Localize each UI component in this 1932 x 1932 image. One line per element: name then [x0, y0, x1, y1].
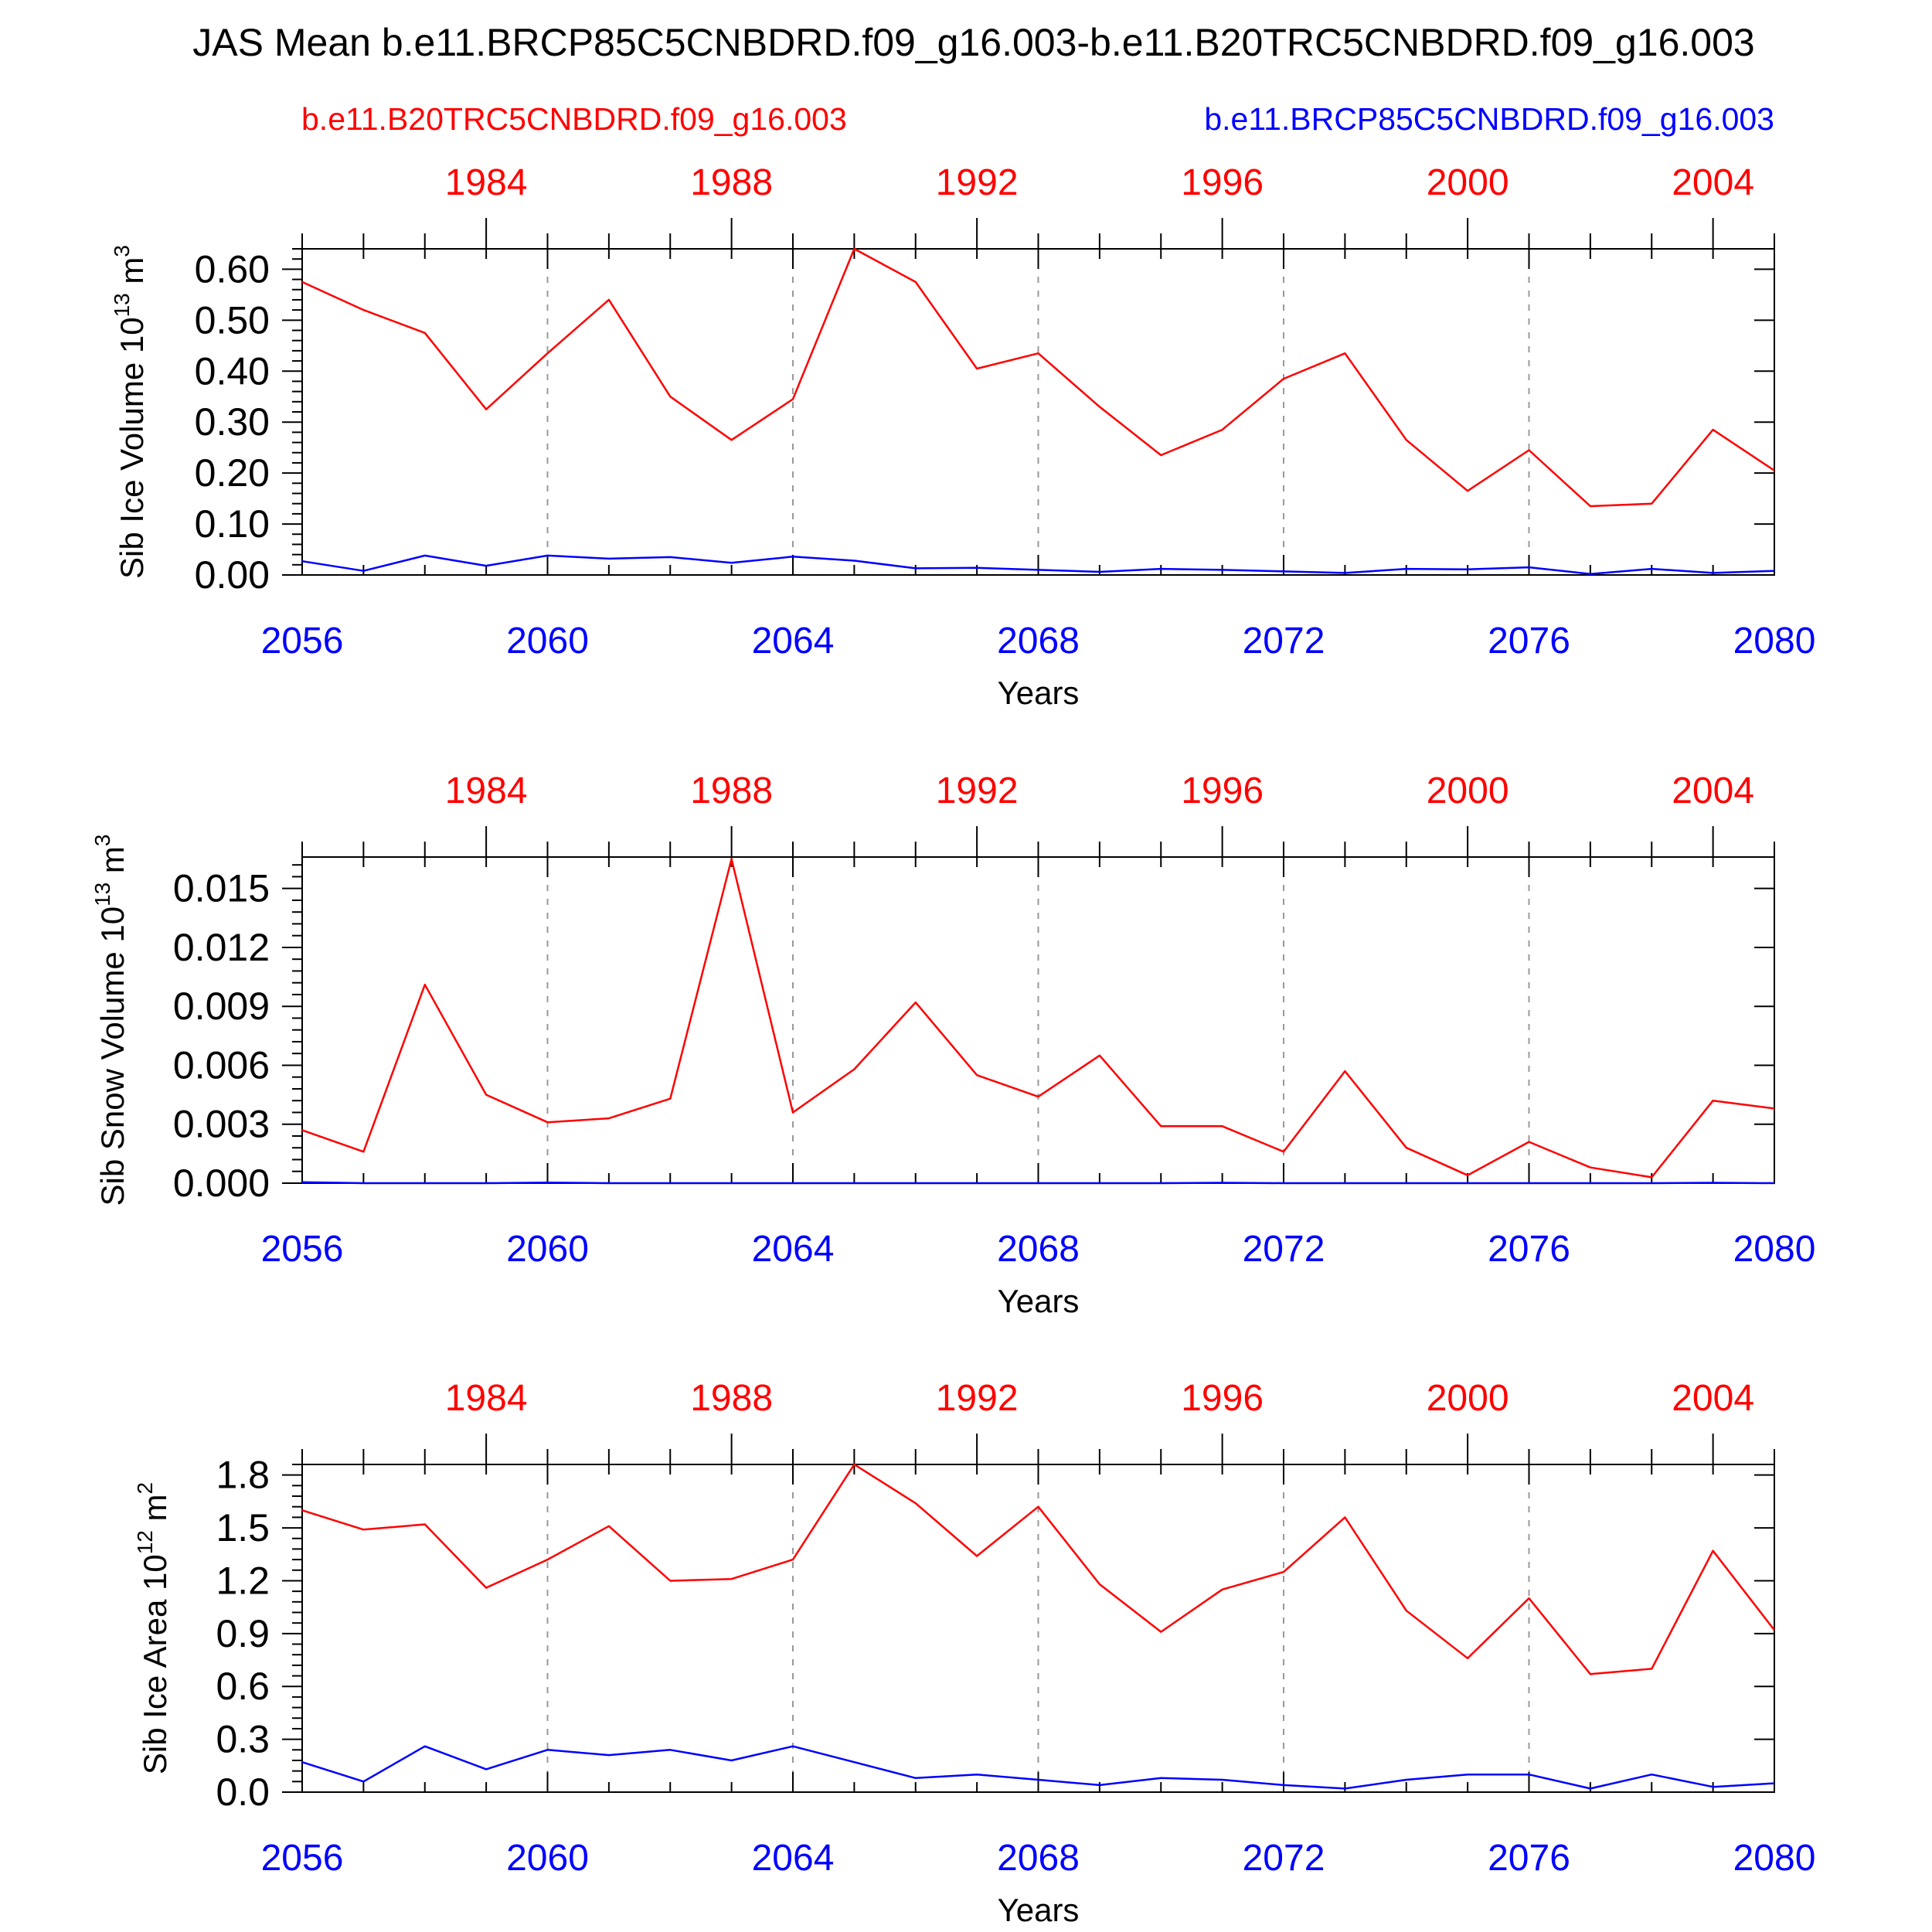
panels-group: 0.00 0.10 0.20 0.30 0.40 0.50 0.60 2056 2060 2064… [90, 162, 1815, 1928]
legend-entry-rcp85: b.e11.BRCP85C5CNBDRD.f09_g16.003 [1204, 101, 1774, 137]
top-x-tick-label: 1988 [690, 162, 773, 203]
plot-frame [301, 248, 1775, 576]
top-x-tick-label: 2004 [1672, 770, 1754, 811]
y-tick-label: 0.006 [173, 1043, 270, 1087]
y-axis-label: Sib Ice Volume 1013 m3 [110, 245, 150, 579]
top-x-tick-label: 1992 [936, 770, 1019, 811]
top-x-tick-label: 2000 [1427, 1378, 1509, 1419]
legend-entry-historical: b.e11.B20TRC5CNBDRD.f09_g16.003 [301, 101, 847, 137]
top-x-tick-label: 1984 [445, 162, 528, 203]
y-tick-label: 0.0 [216, 1770, 270, 1814]
x-tick-label: 2064 [752, 1229, 835, 1270]
y-tick-label: 0.10 [195, 502, 270, 546]
top-x-tick-label: 1996 [1181, 770, 1264, 811]
top-x-tick-label: 1996 [1181, 1378, 1264, 1419]
x-tick-label: 2080 [1733, 1838, 1816, 1879]
x-tick-label: 2076 [1488, 621, 1570, 662]
y-tick-label: 0.015 [173, 867, 270, 910]
x-tick-label: 2060 [506, 1229, 589, 1270]
y-tick-label: 0.00 [195, 553, 270, 597]
x-tick-label: 2056 [261, 621, 344, 662]
y-tick-label: 0.3 [216, 1718, 270, 1761]
y-tick-label: 0.20 [195, 451, 270, 495]
x-tick-label: 2060 [506, 621, 589, 662]
x-tick-label: 2068 [997, 621, 1080, 662]
y-tick-label: 0.50 [195, 298, 270, 342]
x-tick-label: 2072 [1243, 1838, 1325, 1879]
x-tick-label: 2080 [1733, 1229, 1816, 1270]
panel-1: 0.00 0.10 0.20 0.30 0.40 0.50 0.60 2056 2060 2064… [110, 162, 1815, 711]
y-tick-label: 0.9 [216, 1612, 270, 1655]
top-x-tick-label: 1988 [690, 1378, 773, 1419]
y-tick-label: 0.40 [195, 349, 270, 393]
y-tick-label: 0.30 [195, 400, 270, 444]
y-tick-label: 0.009 [173, 985, 270, 1028]
y-tick-label: 0.6 [216, 1665, 270, 1708]
y-tick-label: 0.60 [195, 247, 270, 291]
top-x-tick-label: 1996 [1181, 162, 1264, 203]
top-x-tick-label: 2000 [1427, 162, 1509, 203]
x-tick-label: 2080 [1733, 621, 1816, 662]
x-tick-label: 2060 [506, 1838, 589, 1879]
y-tick-label: 0.012 [173, 926, 270, 969]
series-line-historical [301, 858, 1775, 1179]
x-tick-label: 2072 [1243, 1229, 1325, 1270]
y-tick-label: 1.2 [216, 1559, 270, 1602]
x-axis-label: Years [998, 1892, 1080, 1928]
top-x-tick-label: 2004 [1672, 162, 1754, 203]
y-axis-label: Sib Snow Volume 1013 m3 [90, 835, 131, 1206]
y-tick-label: 0.000 [173, 1162, 270, 1205]
top-x-tick-label: 2004 [1672, 1378, 1754, 1419]
y-tick-label: 1.5 [216, 1506, 270, 1549]
x-tick-label: 2076 [1488, 1229, 1570, 1270]
plot-frame [301, 856, 1775, 1184]
y-tick-label: 0.003 [173, 1103, 270, 1146]
x-axis-label: Years [998, 1283, 1080, 1319]
y-axis-label: Sib Ice Area 1012 m2 [133, 1482, 173, 1774]
x-tick-label: 2064 [752, 621, 835, 662]
top-x-tick-label: 1992 [936, 1378, 1019, 1419]
y-tick-label: 1.8 [216, 1454, 270, 1497]
x-tick-label: 2064 [752, 1838, 835, 1879]
panel-2: 0.000 0.003 0.006 0.009 0.012 0.015 2056 2060 20… [90, 770, 1815, 1319]
top-x-tick-label: 2000 [1427, 770, 1509, 811]
x-tick-label: 2056 [261, 1838, 344, 1879]
x-tick-label: 2068 [997, 1229, 1080, 1270]
plot-frame [301, 1464, 1775, 1793]
x-tick-label: 2056 [261, 1229, 344, 1270]
x-axis-label: Years [998, 675, 1080, 711]
top-x-tick-label: 1984 [445, 1378, 528, 1419]
chart-title: JAS Mean b.e11.BRCP85C5CNBDRD.f09_g16.00… [192, 21, 1754, 64]
top-x-tick-label: 1984 [445, 770, 528, 811]
top-x-tick-label: 1992 [936, 162, 1019, 203]
x-tick-label: 2072 [1243, 621, 1325, 662]
series-line-historical [301, 247, 1775, 508]
x-tick-label: 2068 [997, 1838, 1080, 1879]
panel-3: 0.0 0.3 0.6 0.9 1.2 1.5 1.8 2056 2060 2064 2068 207… [133, 1378, 1815, 1928]
top-x-tick-label: 1988 [690, 770, 773, 811]
x-tick-label: 2076 [1488, 1838, 1570, 1879]
series-line-rcp85 [301, 1181, 1775, 1185]
